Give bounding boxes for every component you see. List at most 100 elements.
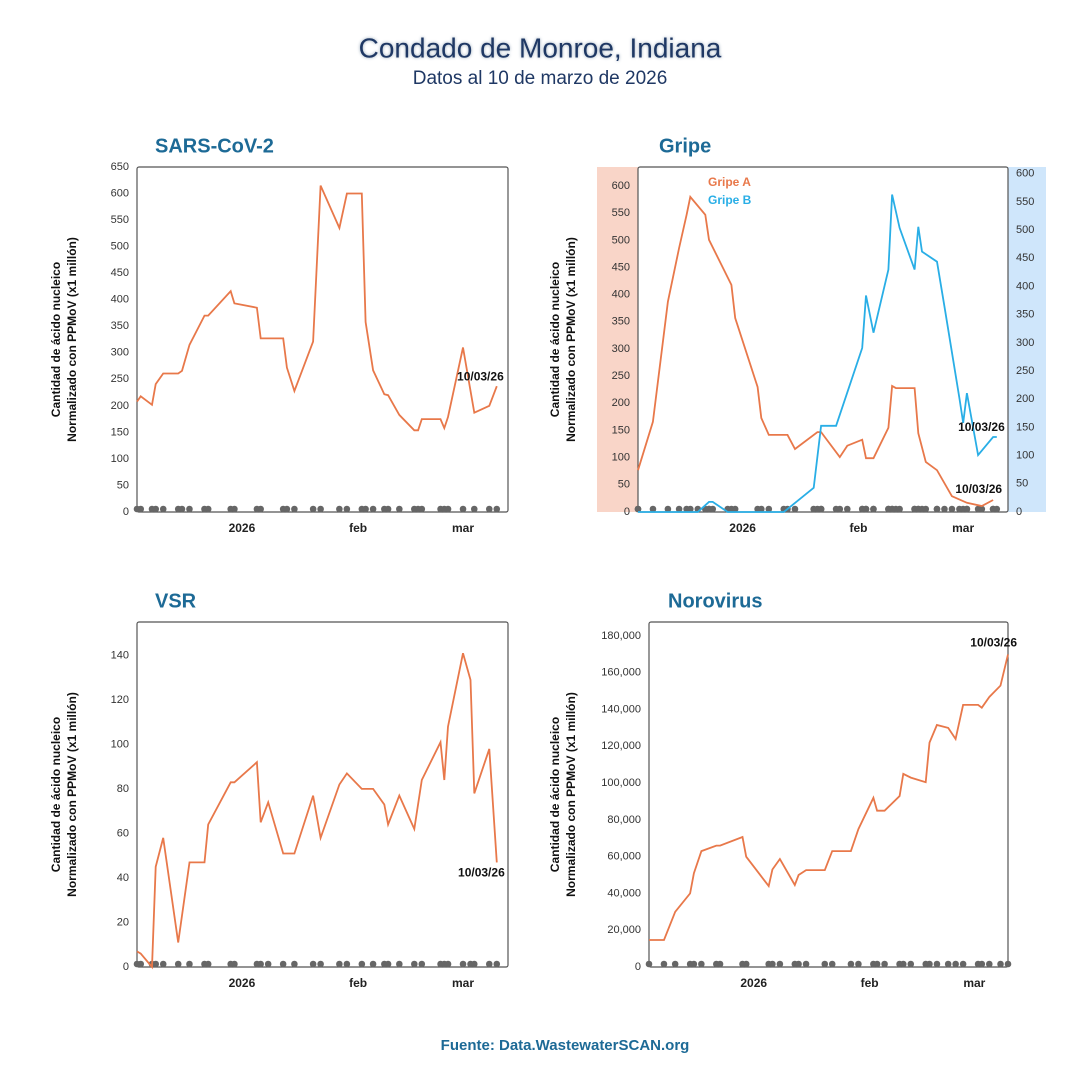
y-tick-label: 50 bbox=[618, 479, 630, 491]
y-axis-label: Normalizado con PPMoV (x1 millón) bbox=[564, 692, 578, 897]
y2-tick-label: 300 bbox=[1016, 337, 1034, 349]
y-axis-label: Normalizado con PPMoV (x1 millón) bbox=[564, 237, 578, 442]
sample-dot bbox=[791, 505, 799, 513]
sample-dot bbox=[997, 960, 1004, 968]
sample-dot bbox=[899, 960, 907, 968]
left-axis-panel bbox=[597, 167, 638, 512]
page-subtitle: Datos al 10 de marzo de 2026 bbox=[413, 68, 668, 89]
y-tick-label: 0 bbox=[123, 506, 129, 518]
y-tick-label: 60,000 bbox=[607, 851, 641, 863]
sample-dot bbox=[317, 960, 324, 968]
sample-dot bbox=[418, 960, 426, 968]
y-tick-label: 500 bbox=[612, 234, 630, 246]
sample-dot bbox=[418, 505, 426, 513]
y-tick-label: 250 bbox=[612, 370, 630, 382]
sample-dot bbox=[178, 505, 186, 513]
sample-dot bbox=[974, 505, 982, 513]
sample-dot bbox=[137, 960, 145, 968]
y-tick-label: 160,000 bbox=[601, 667, 641, 679]
sample-dot bbox=[264, 960, 272, 968]
y-tick-label: 150 bbox=[612, 424, 630, 436]
x-tick-label: mar bbox=[952, 521, 974, 535]
sample-dot bbox=[948, 505, 956, 513]
sample-dot bbox=[758, 505, 765, 513]
y-tick-label: 0 bbox=[635, 961, 641, 973]
plot-frame bbox=[637, 166, 1009, 513]
sample-dot bbox=[257, 505, 264, 513]
y-tick-label: 300 bbox=[111, 347, 129, 359]
y-tick-label: 180,000 bbox=[601, 630, 641, 642]
y-tick-label: 500 bbox=[111, 241, 129, 253]
sample-dot bbox=[645, 960, 653, 968]
y-axis-label: Cantidad de ácido nucleico bbox=[49, 717, 63, 872]
sample-dot bbox=[769, 960, 776, 968]
sample-dot bbox=[291, 960, 298, 968]
sample-dot bbox=[870, 505, 877, 513]
sample-dot bbox=[152, 960, 160, 968]
sample-dot bbox=[257, 960, 264, 968]
sample-dot bbox=[821, 960, 829, 968]
series-line bbox=[136, 652, 498, 970]
x-tick-label: mar bbox=[452, 521, 474, 535]
sample-dot bbox=[709, 505, 717, 513]
sample-dot bbox=[485, 960, 493, 968]
y-tick-label: 20,000 bbox=[607, 924, 641, 936]
chart-title: SARS-CoV-2 bbox=[155, 135, 274, 157]
y-tick-label: 400 bbox=[111, 294, 129, 306]
sample-dot bbox=[358, 960, 366, 968]
sample-dot bbox=[742, 960, 750, 968]
y-axis-label: Normalizado con PPMoV (x1 millón) bbox=[65, 692, 79, 897]
sample-dot bbox=[881, 960, 888, 968]
y-tick-label: 300 bbox=[612, 343, 630, 355]
annotation: 10/03/26 bbox=[970, 636, 1017, 650]
sample-dot bbox=[933, 960, 941, 968]
y-tick-label: 100 bbox=[111, 738, 129, 750]
x-tick-label: 2026 bbox=[729, 521, 756, 535]
x-tick-label: mar bbox=[963, 976, 985, 990]
annotation: 10/03/26 bbox=[958, 420, 1005, 434]
y-tick-label: 120 bbox=[111, 694, 129, 706]
right-axis-panel bbox=[1008, 167, 1046, 512]
sample-dot bbox=[152, 505, 160, 513]
sample-dot bbox=[369, 960, 377, 968]
y2-tick-label: 450 bbox=[1016, 252, 1034, 264]
y-tick-label: 80 bbox=[117, 783, 129, 795]
y-tick-label: 350 bbox=[111, 320, 129, 332]
y2-tick-label: 0 bbox=[1016, 506, 1022, 518]
y-tick-label: 450 bbox=[111, 267, 129, 279]
sample-dot bbox=[810, 505, 817, 513]
sample-dot bbox=[765, 505, 773, 513]
sample-dot bbox=[362, 505, 369, 513]
sample-dot bbox=[664, 505, 672, 513]
plot-frame bbox=[648, 621, 1009, 968]
sample-dot bbox=[459, 505, 467, 513]
sample-dot bbox=[862, 505, 870, 513]
y-tick-label: 0 bbox=[624, 506, 630, 518]
page-title: Condado de Monroe, Indiana bbox=[359, 32, 722, 63]
sample-dot bbox=[309, 960, 317, 968]
y2-tick-label: 550 bbox=[1016, 196, 1034, 208]
sample-dot bbox=[204, 960, 212, 968]
y-tick-label: 100 bbox=[111, 453, 129, 465]
sample-dot bbox=[873, 960, 881, 968]
y-tick-label: 50 bbox=[117, 479, 129, 491]
sample-dot bbox=[470, 960, 478, 968]
sample-dot bbox=[317, 505, 324, 513]
sample-dot bbox=[817, 505, 825, 513]
y-tick-label: 140,000 bbox=[601, 703, 641, 715]
sample-dot bbox=[959, 960, 967, 968]
x-tick-label: feb bbox=[349, 976, 367, 990]
annotation: 10/03/26 bbox=[955, 482, 1002, 496]
sample-dot bbox=[159, 505, 167, 513]
sample-dot bbox=[1004, 960, 1012, 968]
sample-dot bbox=[907, 960, 915, 968]
y-tick-label: 60 bbox=[117, 827, 129, 839]
y2-tick-label: 100 bbox=[1016, 450, 1034, 462]
plot-frame bbox=[136, 621, 509, 968]
sample-dot bbox=[396, 505, 403, 513]
x-tick-label: 2026 bbox=[229, 521, 256, 535]
y-tick-label: 550 bbox=[111, 214, 129, 226]
y-tick-label: 40 bbox=[117, 872, 129, 884]
sample-dot bbox=[283, 505, 291, 513]
